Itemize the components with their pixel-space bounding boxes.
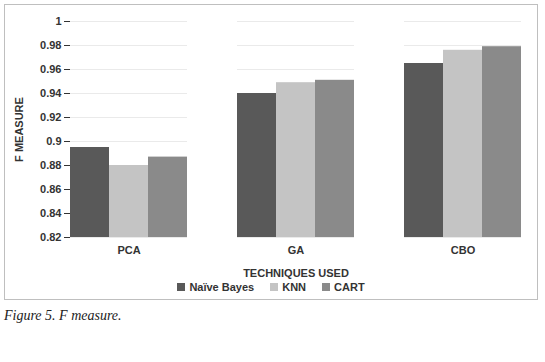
html-text:KNN: KNN <box>282 281 306 293</box>
html-text:Figure 5. F measure.: Figure 5. F measure. <box>4 308 122 323</box>
svg-text:0.92: 0.92 <box>40 111 61 123</box>
svg-text:0.98: 0.98 <box>40 39 61 51</box>
svg-text:0.94: 0.94 <box>40 87 62 99</box>
svg-text:PCA: PCA <box>117 244 140 256</box>
svg-text:0.88: 0.88 <box>40 159 61 171</box>
svg-text:GA: GA <box>288 244 305 256</box>
svg-text:0.9: 0.9 <box>46 135 61 147</box>
html-text:CART: CART <box>334 281 365 293</box>
svg-text:0.86: 0.86 <box>40 183 61 195</box>
svg-text:CBO: CBO <box>451 244 476 256</box>
svg-text:1: 1 <box>55 15 61 27</box>
svg-text:TECHNIQUES USED: TECHNIQUES USED <box>243 267 349 279</box>
svg-text:0.84: 0.84 <box>40 207 62 219</box>
svg-text:F MEASURE: F MEASURE <box>13 97 25 162</box>
svg-text:0.96: 0.96 <box>40 63 61 75</box>
html-text:Naïve Bayes: Naïve Bayes <box>189 281 255 293</box>
svg-text:0.82: 0.82 <box>40 231 61 243</box>
